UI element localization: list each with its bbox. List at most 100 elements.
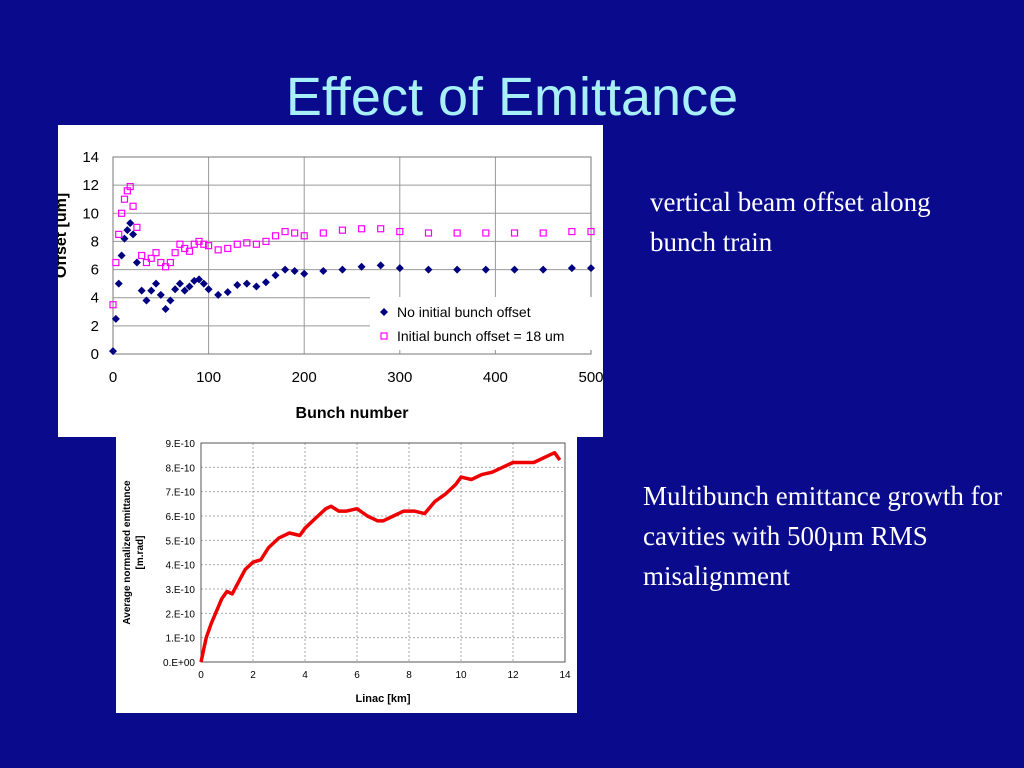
x-tick-label: 0 bbox=[198, 670, 204, 681]
data-point bbox=[338, 226, 347, 234]
data-point bbox=[109, 347, 117, 356]
y-tick-label: 10 bbox=[82, 205, 99, 222]
data-point bbox=[111, 314, 120, 323]
data-point bbox=[243, 239, 251, 247]
y-tick-label: 12 bbox=[82, 177, 99, 194]
data-point bbox=[214, 246, 222, 254]
x-tick-label: 200 bbox=[292, 369, 317, 386]
data-point bbox=[300, 269, 309, 278]
data-point bbox=[567, 264, 576, 273]
data-point bbox=[161, 263, 170, 271]
data-point bbox=[166, 258, 174, 267]
data-point bbox=[152, 279, 161, 288]
slide-title: Effect of Emittance bbox=[285, 67, 739, 127]
y-axis-label: Average normalized emittance [m.rad] bbox=[122, 480, 146, 625]
data-point bbox=[587, 264, 595, 273]
y-tick-label: 6 bbox=[91, 262, 99, 279]
x-tick-label: 100 bbox=[196, 369, 221, 386]
data-point bbox=[510, 265, 519, 274]
y-tick-label: 0 bbox=[91, 346, 99, 363]
y-tick-label: 6.E-10 bbox=[166, 512, 196, 523]
data-point bbox=[123, 226, 132, 235]
data-point bbox=[205, 242, 213, 250]
data-point bbox=[357, 225, 366, 233]
data-point bbox=[357, 262, 366, 271]
data-point bbox=[482, 229, 490, 237]
y-tick-label: 8.E-10 bbox=[166, 463, 196, 474]
data-point bbox=[185, 282, 194, 291]
data-point bbox=[133, 223, 141, 231]
data-point bbox=[166, 296, 175, 305]
data-point bbox=[120, 195, 129, 203]
x-axis-label: Bunch number bbox=[296, 405, 409, 422]
data-point bbox=[510, 229, 519, 237]
y-tick-label: 4 bbox=[91, 290, 99, 307]
data-point bbox=[224, 244, 232, 253]
data-point bbox=[396, 227, 404, 236]
y-tick-label: 7.E-10 bbox=[166, 488, 196, 499]
plot-border bbox=[112, 156, 592, 355]
data-point bbox=[120, 234, 129, 243]
data-point bbox=[190, 276, 199, 285]
data-point bbox=[262, 237, 270, 246]
x-tick-label: 2 bbox=[250, 670, 256, 681]
data-point bbox=[319, 266, 328, 275]
data-point bbox=[176, 240, 184, 248]
data-point bbox=[261, 278, 270, 287]
data-point bbox=[300, 232, 308, 240]
legend-box bbox=[370, 297, 592, 350]
legend-marker bbox=[380, 332, 388, 340]
data-point bbox=[129, 202, 137, 210]
data-point bbox=[200, 240, 208, 248]
y-tick-label: 9.E-10 bbox=[166, 439, 196, 450]
data-point bbox=[424, 265, 433, 274]
data-point bbox=[161, 304, 170, 313]
data-point bbox=[453, 229, 461, 237]
data-point bbox=[175, 279, 184, 288]
data-point bbox=[185, 247, 194, 255]
data-point bbox=[117, 251, 126, 260]
x-tick-label: 14 bbox=[559, 670, 571, 681]
data-point bbox=[171, 285, 180, 294]
data-point bbox=[291, 229, 299, 237]
data-point bbox=[195, 275, 204, 284]
data-point bbox=[199, 279, 208, 288]
x-tick-label: 8 bbox=[406, 670, 412, 681]
data-point bbox=[204, 285, 213, 294]
y-tick-label: 2 bbox=[91, 318, 99, 335]
emittance-chart-svg: 0 2 4 6 8 10 12 14 0.E+00 1.E-10 2.E-10 3.E-10 4.E-1… bbox=[122, 439, 571, 705]
data-point bbox=[338, 265, 347, 274]
data-point bbox=[242, 279, 251, 288]
data-point bbox=[290, 266, 299, 275]
x-tick-label: 0 bbox=[109, 369, 117, 386]
data-point bbox=[539, 229, 547, 237]
y-axis-label: Offset [um] bbox=[58, 193, 70, 278]
emittance-caption: Multibunch emittance growth for cavities… bbox=[643, 481, 1003, 591]
data-point bbox=[180, 286, 189, 295]
data-point bbox=[376, 261, 385, 270]
data-point bbox=[271, 232, 280, 240]
data-point bbox=[147, 254, 155, 262]
y-tick-label: 8 bbox=[91, 233, 99, 250]
data-point bbox=[233, 281, 242, 290]
data-point bbox=[319, 229, 327, 237]
y-tick-label: 14 bbox=[82, 149, 99, 166]
data-point bbox=[112, 258, 120, 267]
emittance-chart: 0 2 4 6 8 10 12 14 0.E+00 1.E-10 2.E-10 3.E-10 4.E-1… bbox=[116, 434, 577, 713]
data-point bbox=[126, 219, 135, 228]
x-tick-label: 500 bbox=[578, 369, 603, 386]
data-point bbox=[281, 265, 290, 274]
x-tick-label: 4 bbox=[302, 670, 308, 681]
data-point bbox=[233, 240, 241, 248]
legend-marker bbox=[380, 308, 388, 316]
y-tick-label: 3.E-10 bbox=[166, 585, 196, 596]
y-tick-label: 1.E-10 bbox=[166, 634, 196, 645]
data-point bbox=[568, 227, 576, 236]
y-tick-label: 5.E-10 bbox=[166, 536, 196, 547]
x-tick-label: 10 bbox=[455, 670, 467, 681]
data-point bbox=[539, 265, 548, 274]
data-point bbox=[214, 290, 223, 299]
x-tick-label: 12 bbox=[507, 670, 519, 681]
data-point bbox=[137, 286, 146, 295]
data-point bbox=[138, 251, 146, 260]
